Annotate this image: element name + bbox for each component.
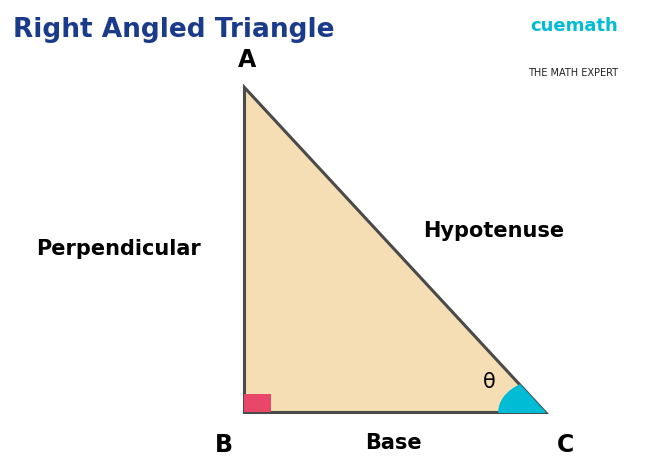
Wedge shape [499,385,545,413]
Text: Right Angled Triangle: Right Angled Triangle [13,17,334,43]
Text: Perpendicular: Perpendicular [36,239,201,260]
Polygon shape [244,87,545,413]
Text: cuemath: cuemath [530,17,618,35]
Text: Hypotenuse: Hypotenuse [423,221,564,241]
Text: Base: Base [365,433,422,453]
Bar [244,394,271,413]
Text: THE MATH EXPERT: THE MATH EXPERT [528,68,618,78]
Text: θ: θ [482,372,496,392]
Text: A: A [238,48,257,72]
Text: B: B [215,433,233,457]
Text: C: C [556,433,574,457]
